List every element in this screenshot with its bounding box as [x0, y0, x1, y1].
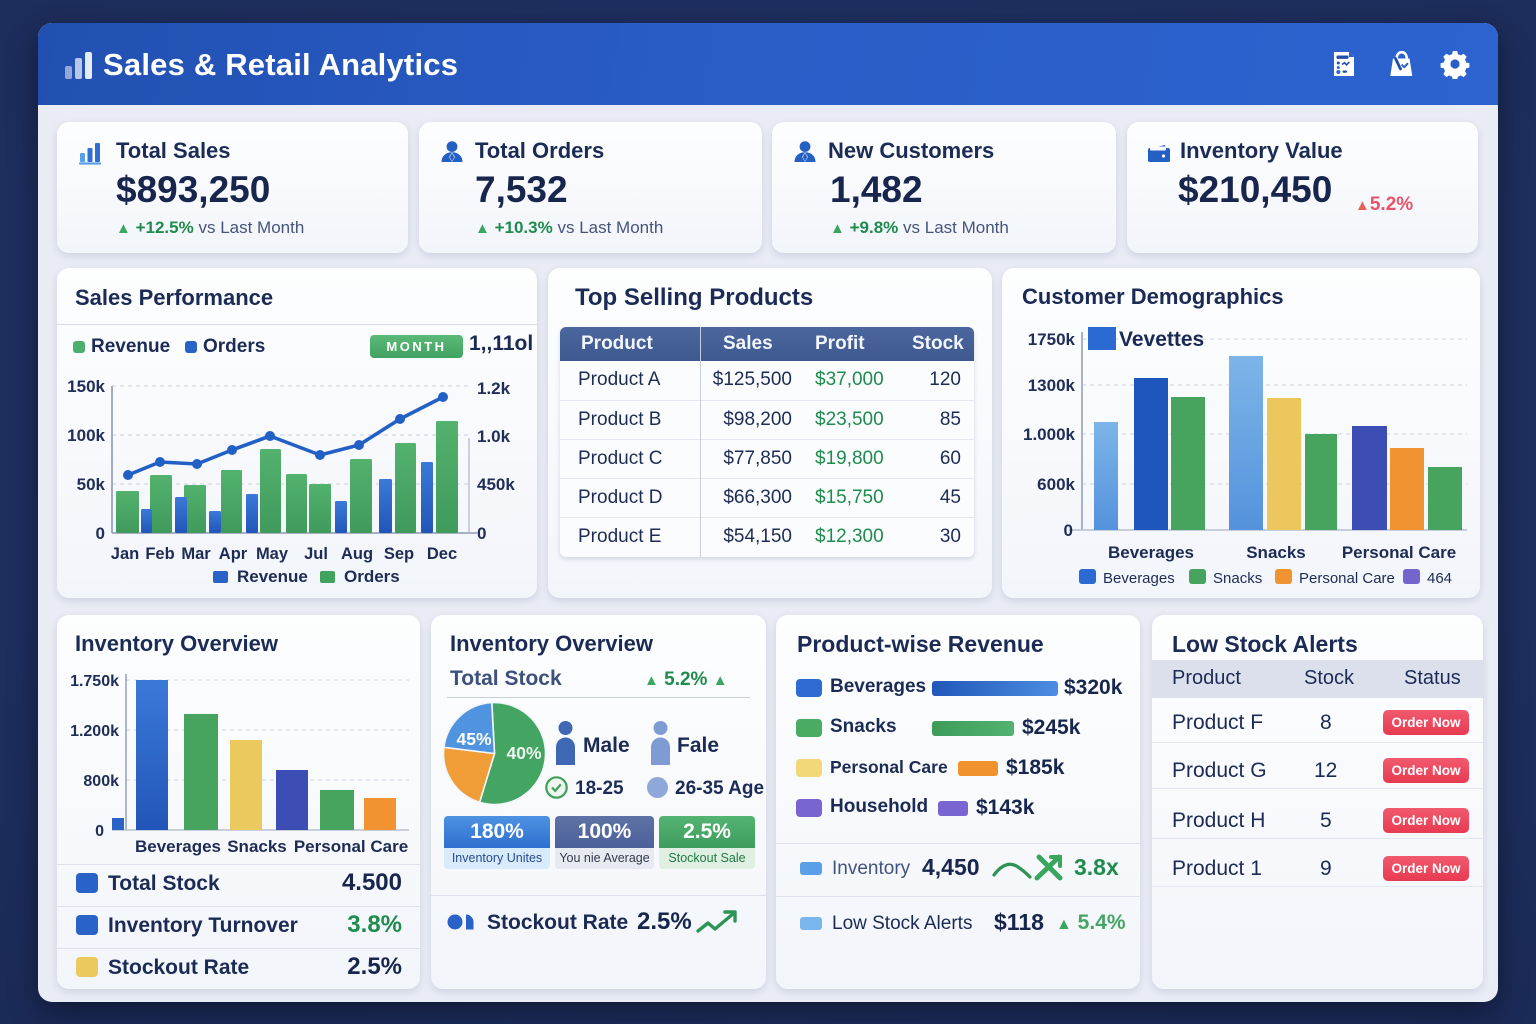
- svg-text:464: 464: [1427, 570, 1452, 587]
- svg-text:Jul: Jul: [304, 545, 328, 563]
- svg-text:50k: 50k: [77, 475, 106, 494]
- svg-text:800k: 800k: [83, 773, 119, 790]
- svg-text:Apr: Apr: [219, 545, 248, 563]
- svg-text:Aug: Aug: [341, 545, 373, 563]
- svg-text:0: 0: [95, 823, 104, 840]
- svg-text:150k: 150k: [67, 377, 105, 396]
- svg-text:1.200k: 1.200k: [70, 723, 119, 740]
- svg-text:1.0k: 1.0k: [477, 427, 511, 446]
- svg-text:Beverages: Beverages: [1108, 543, 1194, 562]
- svg-text:Orders: Orders: [344, 567, 400, 586]
- svg-text:40%: 40%: [506, 743, 541, 763]
- svg-text:Revenue: Revenue: [237, 567, 308, 586]
- svg-text:Beverages: Beverages: [1103, 570, 1175, 587]
- svg-text:Mar: Mar: [181, 545, 211, 563]
- svg-text:Personal Care: Personal Care: [1342, 543, 1456, 562]
- svg-text:Snacks: Snacks: [227, 837, 287, 856]
- svg-text:1.2k: 1.2k: [477, 379, 511, 398]
- svg-text:45%: 45%: [456, 729, 491, 749]
- svg-text:1300k: 1300k: [1028, 376, 1076, 395]
- svg-text:May: May: [256, 545, 289, 563]
- svg-text:Vevettes: Vevettes: [1119, 328, 1204, 351]
- svg-text:Feb: Feb: [145, 545, 174, 563]
- svg-text:Personal Care: Personal Care: [1299, 570, 1395, 587]
- svg-text:Snacks: Snacks: [1246, 543, 1306, 562]
- svg-text:1.000k: 1.000k: [1023, 425, 1076, 444]
- svg-text:Dec: Dec: [427, 545, 457, 563]
- svg-text:1.750k: 1.750k: [70, 673, 119, 690]
- svg-text:450k: 450k: [477, 475, 515, 494]
- svg-text:Personal Care: Personal Care: [294, 837, 408, 856]
- svg-text:0: 0: [477, 524, 486, 543]
- svg-text:Snacks: Snacks: [1213, 570, 1262, 587]
- svg-text:0: 0: [96, 524, 105, 543]
- svg-text:0: 0: [1064, 521, 1073, 540]
- svg-text:Beverages: Beverages: [135, 837, 221, 856]
- svg-text:Jan: Jan: [111, 545, 139, 563]
- svg-text:100k: 100k: [67, 426, 105, 445]
- svg-text:Sep: Sep: [384, 545, 414, 563]
- svg-text:1750k: 1750k: [1028, 330, 1076, 349]
- svg-text:600k: 600k: [1037, 475, 1075, 494]
